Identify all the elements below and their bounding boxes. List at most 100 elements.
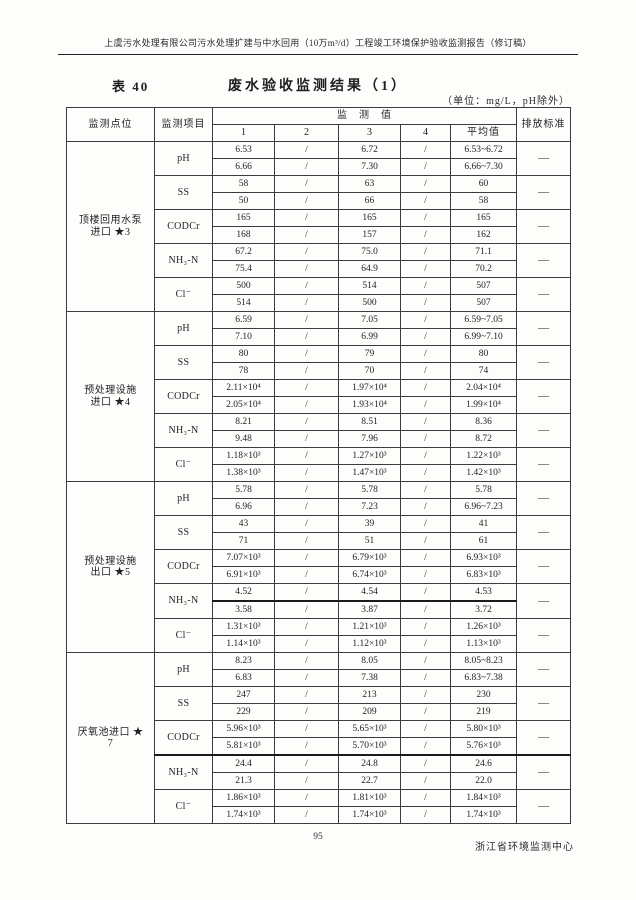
value-cell: / <box>400 669 451 687</box>
value-cell: 43 <box>212 515 275 533</box>
value-cell: 22.7 <box>338 772 401 790</box>
standard-dash: — <box>516 481 572 516</box>
table-row: 6.91×10³/6.74×10³/6.83×10³ <box>67 566 571 584</box>
item-cell: NH₃-N <box>154 413 213 448</box>
value-cell: 6.66 <box>212 158 275 176</box>
table-row: Cl⁻ 1.31×10³/1.21×10³/1.26×10³ — <box>67 618 572 653</box>
value-cell: 3.87 <box>338 600 401 619</box>
value-cell: / <box>274 158 339 176</box>
table-row: CODCr 7.07×10³/6.79×10³/6.93×10³ — <box>67 549 572 584</box>
value-cell: 64.9 <box>338 260 401 278</box>
value-cell: 165 <box>212 209 275 227</box>
value-cell: 50 <box>212 192 275 210</box>
value-cell: / <box>400 396 451 414</box>
value-cell: / <box>400 447 451 465</box>
value-cell: 6.59 <box>212 311 275 329</box>
value-cell: / <box>400 754 451 773</box>
standard-dash: — <box>516 515 572 550</box>
value-cell: / <box>400 379 451 397</box>
value-cell: / <box>274 686 339 704</box>
standard-dash: — <box>516 413 572 448</box>
value-cell: / <box>274 703 339 721</box>
value-cell: 165 <box>338 209 401 227</box>
standard-dash: — <box>516 379 572 414</box>
site-cell: 预处理设施 出口 ★5 <box>66 481 155 653</box>
value-cell: / <box>274 772 339 790</box>
value-cell: / <box>400 532 451 550</box>
item-cell: SS <box>154 175 213 210</box>
value-cell: 6.96 <box>212 498 275 516</box>
value-cell: 22.0 <box>449 772 518 790</box>
value-cell: / <box>400 260 451 278</box>
item-cell: NH₃-N <box>154 243 213 278</box>
value-cell: / <box>400 600 451 619</box>
value-cell: 9.48 <box>212 430 275 448</box>
value-cell: / <box>400 498 451 516</box>
table-label: 表 40 <box>112 79 150 94</box>
value-cell: / <box>274 243 339 261</box>
table-row: 6.66/7.30/6.66~7.30 <box>67 158 571 176</box>
item-cell: Cl⁻ <box>154 789 213 824</box>
value-cell: / <box>400 720 451 738</box>
value-cell: 51 <box>338 532 401 550</box>
value-cell: 1.84×10³ <box>449 789 518 807</box>
table-row: 1.74×10³/1.74×10³/1.74×10³ <box>67 806 571 824</box>
value-cell: 1.14×10³ <box>212 635 275 653</box>
value-cell: 168 <box>212 226 275 244</box>
value-cell: 6.74×10³ <box>338 566 401 584</box>
value-cell: / <box>274 226 339 244</box>
item-cell: NH₃-N <box>154 754 213 790</box>
value-cell: / <box>274 737 339 756</box>
value-cell: 8.72 <box>449 430 518 448</box>
value-cell: 507 <box>449 277 518 295</box>
header-value-col-5: 平均值 <box>449 124 518 142</box>
value-cell: / <box>400 243 451 261</box>
value-cell: / <box>274 430 339 448</box>
value-cell: / <box>400 772 451 790</box>
item-cell: NH₃-N <box>154 583 213 619</box>
value-cell: 80 <box>449 345 518 363</box>
value-cell: / <box>274 464 339 482</box>
value-cell: 70 <box>338 362 401 380</box>
item-cell: pH <box>154 311 213 346</box>
value-cell: / <box>400 618 451 636</box>
standard-dash: — <box>516 243 572 278</box>
value-cell: 1.42×10³ <box>449 464 518 482</box>
header-values-group: 监 测 值 <box>211 107 518 125</box>
table-row: 1.14×10³/1.12×10³/1.13×10³ <box>67 635 571 653</box>
value-cell: 1.27×10³ <box>338 447 401 465</box>
value-cell: 514 <box>338 277 401 295</box>
value-cell: / <box>274 447 339 465</box>
value-cell: 213 <box>338 686 401 704</box>
value-cell: 1.31×10³ <box>212 618 275 636</box>
value-cell: / <box>274 379 339 397</box>
value-cell: 219 <box>449 703 518 721</box>
item-cell: CODCr <box>154 549 213 584</box>
value-cell: / <box>274 754 339 773</box>
value-cell: / <box>274 600 339 619</box>
table-row: 5.81×10³/5.70×10³/5.76×10³ <box>67 737 571 756</box>
table-row: NH₃-N 4.52/4.54/4.53— <box>67 583 572 619</box>
value-cell: / <box>400 566 451 584</box>
value-cell: 58 <box>449 192 518 210</box>
value-cell: 6.99 <box>338 328 401 346</box>
value-cell: / <box>274 549 339 567</box>
value-cell: / <box>274 635 339 653</box>
value-cell: 1.47×10³ <box>338 464 401 482</box>
value-cell: 7.23 <box>338 498 401 516</box>
value-cell: / <box>400 737 451 756</box>
value-cell: / <box>274 566 339 584</box>
table-row: 78/70/74 <box>67 362 571 380</box>
value-cell: 6.72 <box>338 141 401 159</box>
value-cell: 1.86×10³ <box>212 789 275 807</box>
value-cell: 6.83~7.38 <box>449 669 518 687</box>
value-cell: 66 <box>338 192 401 210</box>
value-cell: 74 <box>449 362 518 380</box>
value-cell: 5.78 <box>338 481 401 499</box>
standard-dash: — <box>516 141 572 176</box>
value-cell: / <box>400 430 451 448</box>
value-cell: / <box>274 669 339 687</box>
value-cell: / <box>400 277 451 295</box>
value-cell: 1.74×10³ <box>338 806 401 824</box>
value-cell: 6.93×10³ <box>449 549 518 567</box>
